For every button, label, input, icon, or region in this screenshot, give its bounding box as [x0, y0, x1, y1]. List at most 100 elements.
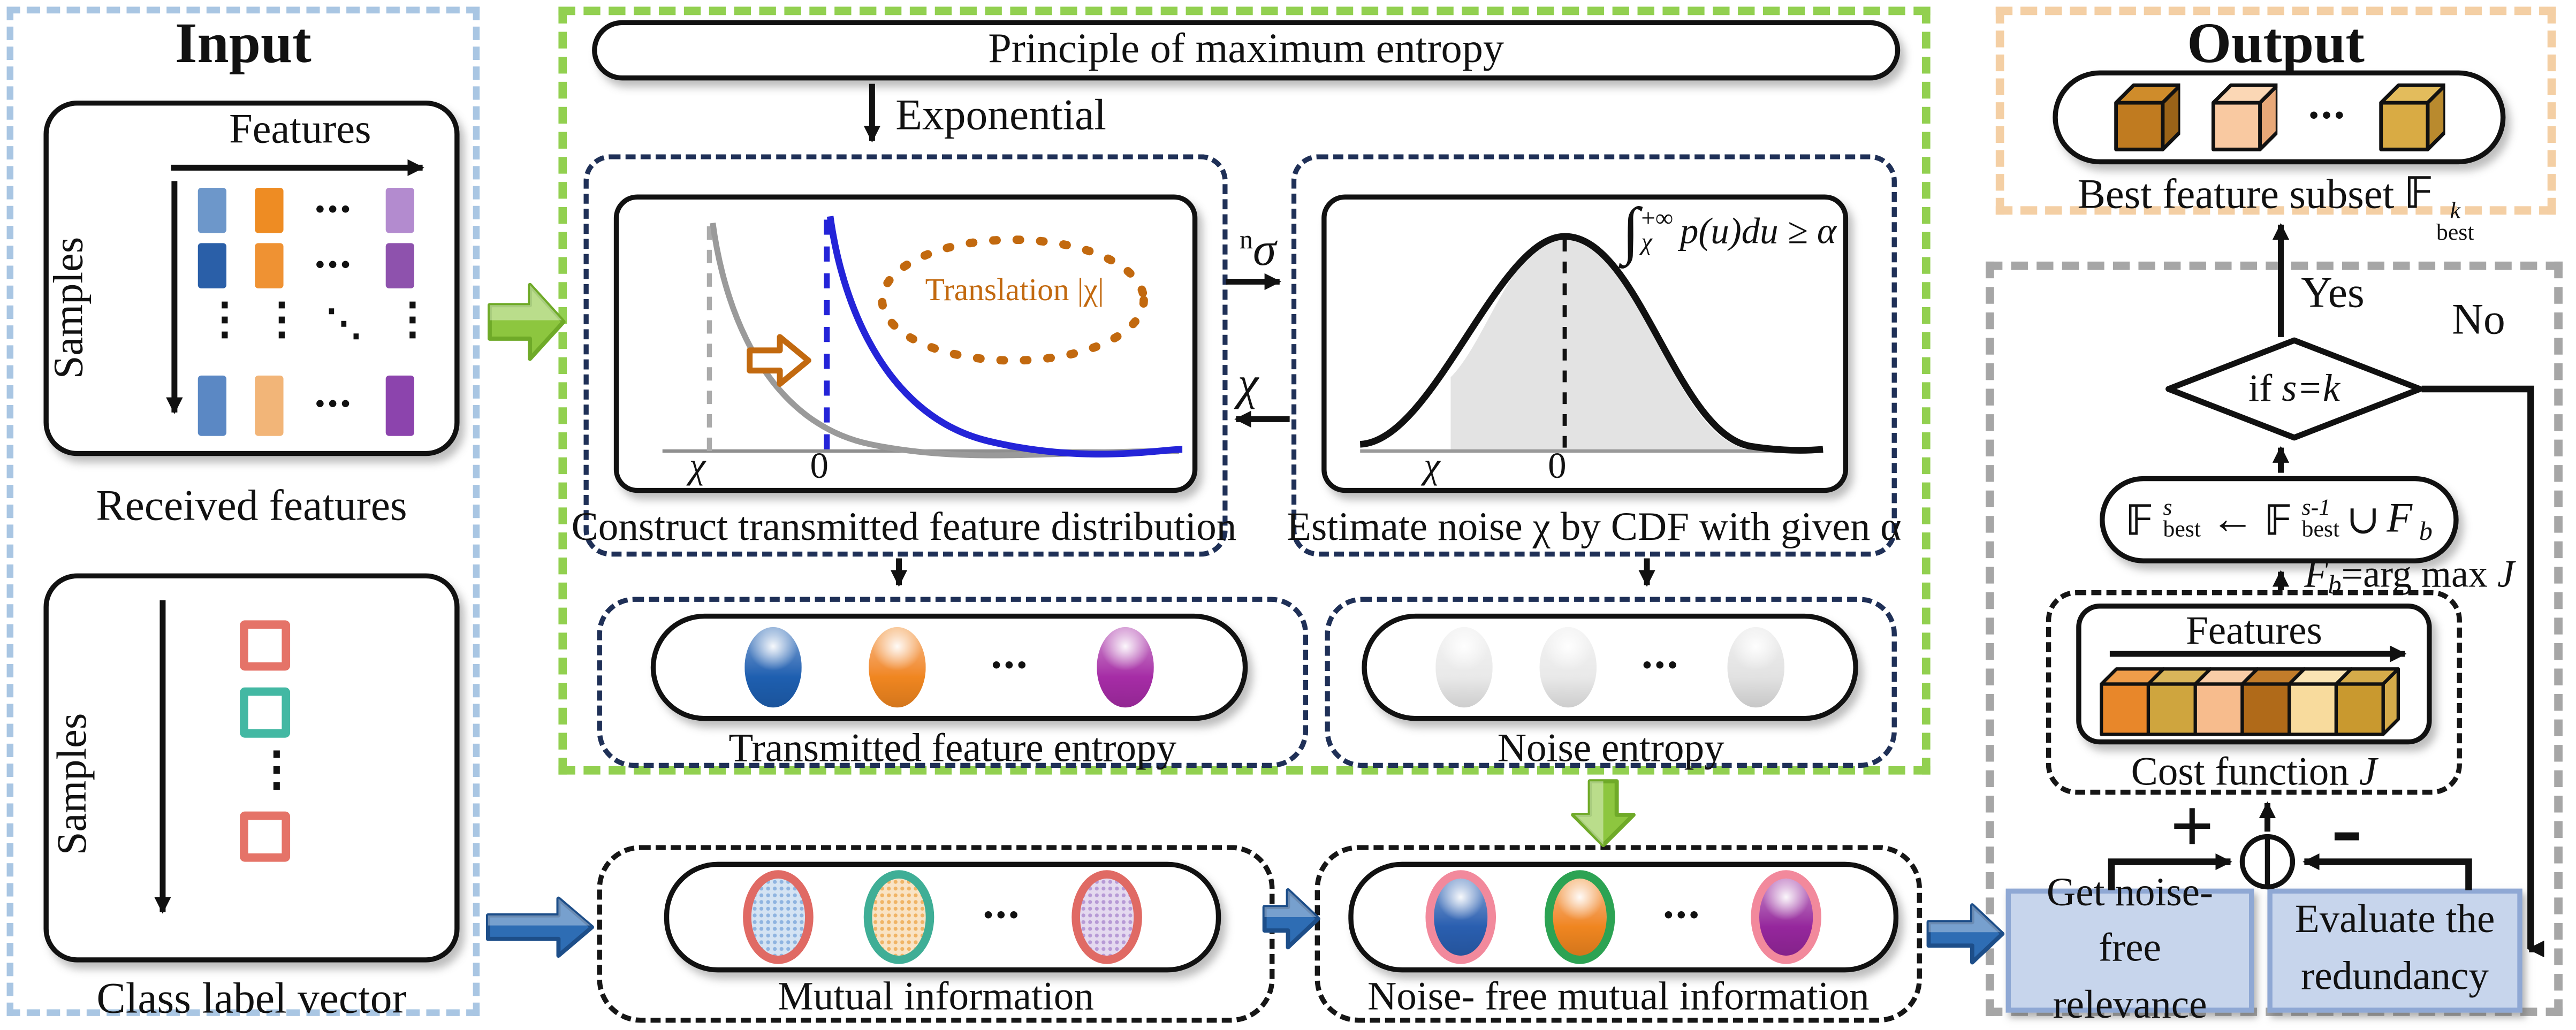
cdf-shaded-area — [1450, 236, 1743, 451]
cost-function-box: Features — [2076, 604, 2432, 745]
estimate-noise-box — [1291, 154, 1897, 557]
condition-expression: s=k — [2282, 367, 2340, 409]
noise-entropy-caption: Noise entropy — [1497, 727, 1724, 772]
feature-ellipse — [742, 870, 814, 964]
cost-bars-icon — [2100, 667, 2400, 736]
estimate-caption: Estimate noise χ by CDF with given α — [1287, 506, 1902, 550]
dots-icon: ••• — [983, 902, 1022, 931]
input-panel — [6, 6, 480, 1016]
Fb-sub: b — [2419, 518, 2433, 547]
input-to-module-arrow-icon — [488, 283, 566, 361]
noise-to-nfmi-arrow-icon — [1571, 779, 1636, 848]
argmax-label: Fb=arg max J — [2304, 553, 2514, 602]
vdots-icon: ⋮ — [260, 295, 304, 344]
matrix-cell — [385, 243, 414, 288]
matrix-cell — [197, 243, 227, 288]
input-to-mi-arrow-icon — [485, 896, 595, 958]
exponential-plot-box: Translation |χ| χ 0 — [613, 194, 1198, 493]
sigma-base: σ — [1252, 224, 1276, 277]
input-title: Input — [175, 13, 311, 76]
cost-caption-J: J — [2359, 751, 2377, 795]
minus-sign: - — [2331, 776, 2362, 881]
features-axis-label: Features — [229, 107, 371, 153]
best-subset-text: Best feature subset — [2077, 172, 2405, 218]
matrix-cell — [385, 375, 414, 436]
integral-lower: χ — [1641, 230, 1652, 257]
integral-sign: ∫ — [1622, 196, 1640, 267]
matrix-cell — [255, 187, 284, 233]
shifted-exponential-curve — [826, 216, 1183, 457]
best-subset-pill: ••• — [2053, 70, 2506, 165]
F-symbol: 𝔽 — [2126, 495, 2155, 544]
class-label-column: ⋮ — [240, 620, 300, 868]
sigma-sup: n — [1239, 226, 1253, 255]
b-sub: b — [2328, 571, 2342, 600]
gaussian-plot — [1359, 233, 1823, 454]
feature-ellipse — [1545, 870, 1615, 964]
F: F — [2304, 553, 2328, 596]
plus-sign: + — [2170, 783, 2214, 869]
dots-icon: ••• — [315, 391, 354, 419]
sup: s — [2163, 495, 2172, 521]
cdf-formula: ∫ +∞ χ p(u)du ≥ α — [1622, 196, 1837, 267]
feature-cube-icon — [2380, 83, 2446, 151]
cdf-formula-body: p(u)du ≥ α — [1680, 209, 1837, 252]
noise-free-mi-pill: ••• — [1348, 861, 1899, 973]
chi-tick-label: χ — [1424, 444, 1440, 486]
gaussian-curve — [1359, 233, 1823, 454]
construct-caption: Construct transmitted feature distributi… — [571, 506, 1237, 550]
J: J — [2497, 553, 2515, 596]
noise-free-mi-frame — [1314, 845, 1922, 1023]
entropy-module-box — [558, 6, 1931, 775]
principle-pill: Principle of maximum entropy — [592, 20, 1901, 81]
if-prefix: if — [2248, 367, 2282, 409]
relevance-box: Get noise- free relevance — [2005, 871, 2254, 1027]
zero-tick-label: 0 — [810, 444, 829, 486]
feature-ellipse — [1751, 870, 1821, 964]
feature-ellipse — [745, 627, 803, 708]
chi-tick-label: χ — [689, 444, 706, 486]
feature-ellipse — [1425, 870, 1496, 964]
F-best-symbol: 𝔽 — [2404, 169, 2435, 220]
vdots-icon: ⋮ — [253, 744, 300, 797]
dots-icon: ••• — [1663, 902, 1703, 931]
construct-distribution-box — [583, 154, 1228, 557]
matrix-cell — [385, 187, 414, 233]
F-best-sub: best — [2436, 222, 2474, 247]
feature-ellipse — [868, 627, 926, 708]
exponential-plot — [662, 216, 1183, 459]
feature-matrix: ••• ••• ⋮ ⋮ ⋮ ⋱ ••• — [197, 187, 435, 439]
sub: best — [2301, 518, 2340, 544]
vdots-icon: ⋮ — [203, 295, 247, 344]
samples-axis-label: Samples — [50, 713, 96, 856]
feature-ellipse — [1096, 627, 1153, 708]
feature-cube-icon — [2212, 83, 2278, 151]
class-label-cell — [240, 811, 291, 862]
class-label-caption: Class label vector — [96, 974, 407, 1023]
noise-entropy-frame — [1325, 597, 1897, 768]
dots-icon: ••• — [315, 195, 354, 224]
sub: best — [2163, 518, 2201, 544]
noise-entropy-pill: ••• — [1362, 613, 1858, 721]
cost-feature-bars — [2098, 664, 2417, 741]
no-label: No — [2452, 295, 2505, 344]
condition-diamond-label: if s=k — [2185, 367, 2403, 410]
zero-tick-label: 0 — [1548, 444, 1567, 486]
Fb-symbol: F — [2387, 496, 2413, 542]
F-symbol: 𝔽 — [2265, 495, 2293, 544]
ddots-icon: ⋱ — [325, 302, 362, 344]
cost-function-caption: Cost function J — [2046, 751, 2462, 796]
transmitted-entropy-frame — [597, 597, 1309, 768]
mi-to-nfmi-arrow-icon — [1262, 888, 1320, 950]
principle-label: Principle of maximum entropy — [988, 27, 1504, 72]
feature-cube-icon — [2114, 83, 2180, 151]
gaussian-plot-box: ∫ +∞ χ p(u)du ≥ α χ 0 — [1321, 194, 1849, 493]
feature-ellipse — [1727, 627, 1784, 708]
sup: s-1 — [2301, 495, 2331, 521]
dots-icon: ••• — [1642, 652, 1681, 681]
output-title: Output — [2187, 13, 2365, 76]
